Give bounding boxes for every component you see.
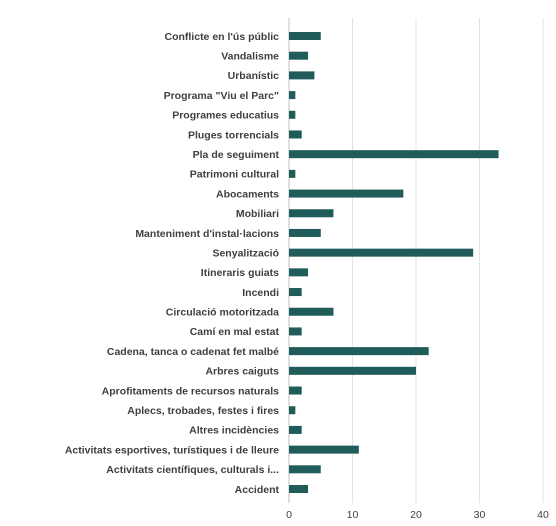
category-label: Altres incidències: [189, 425, 279, 437]
gridlines: [288, 18, 544, 503]
bar: [289, 51, 309, 60]
category-label: Vandalisme: [221, 50, 279, 62]
category-label: Aplecs, trobades, festes i fires: [127, 405, 279, 417]
category-label: Manteniment d'instal·lacions: [135, 228, 279, 240]
bar: [289, 150, 499, 159]
bar: [289, 386, 302, 395]
category-label: Cadena, tanca o cadenat fet malbé: [107, 346, 279, 358]
bar: [289, 91, 296, 100]
category-label: Activitats esportives, turístiques i de …: [65, 444, 279, 456]
category-label: Patrimoni cultural: [190, 169, 279, 181]
bar: [289, 71, 315, 80]
category-label: Abocaments: [216, 188, 279, 200]
category-label: Activitats científiques, culturals i...: [106, 464, 279, 476]
bar: [289, 228, 321, 237]
category-label: Conflicte en l'ús públic: [164, 31, 279, 43]
bar: [289, 110, 296, 119]
bar: [289, 169, 296, 178]
category-labels: Conflicte en l'ús públic Vandalisme Urbaní…: [65, 31, 280, 496]
bar: [289, 32, 321, 40]
bar: [289, 347, 429, 356]
bar: [289, 189, 404, 198]
category-label: Camí en mal estat: [190, 326, 280, 338]
bar: [289, 209, 334, 218]
x-tick-label: 20: [410, 509, 422, 521]
category-label: Programa "Viu el Parc": [164, 90, 279, 102]
category-label: Arbres caiguts: [205, 366, 279, 378]
bar: [289, 445, 359, 454]
bar: [289, 485, 309, 493]
category-label: Incendi: [242, 287, 279, 299]
bar: [289, 406, 296, 415]
category-label: Senyalització: [212, 247, 279, 259]
x-tick-labels: 0 10 20 30 40: [286, 509, 549, 521]
x-tick-label: 40: [537, 509, 549, 521]
category-label: Pla de seguiment: [193, 149, 280, 161]
category-label: Itineraris guiats: [201, 267, 279, 279]
bar: [289, 130, 302, 139]
bar: [289, 327, 302, 336]
category-label: Aprofitaments de recursos naturals: [102, 385, 280, 397]
category-label: Mobiliari: [236, 208, 279, 220]
bar: [289, 268, 309, 277]
bar: [289, 288, 302, 297]
x-tick-label: 0: [286, 509, 292, 521]
category-label: Urbanístic: [228, 70, 280, 82]
category-label: Accident: [235, 484, 280, 496]
bar: [289, 425, 302, 434]
bar: [289, 307, 334, 316]
bar: [289, 465, 321, 474]
bars: [289, 32, 499, 493]
x-tick-label: 30: [474, 509, 486, 521]
category-label: Programes educatius: [172, 110, 279, 122]
x-tick-label: 10: [347, 509, 359, 521]
category-label: Circulació motoritzada: [166, 307, 279, 319]
bar: [289, 366, 416, 375]
bar: [289, 248, 474, 257]
category-label: Pluges torrencials: [188, 129, 279, 141]
